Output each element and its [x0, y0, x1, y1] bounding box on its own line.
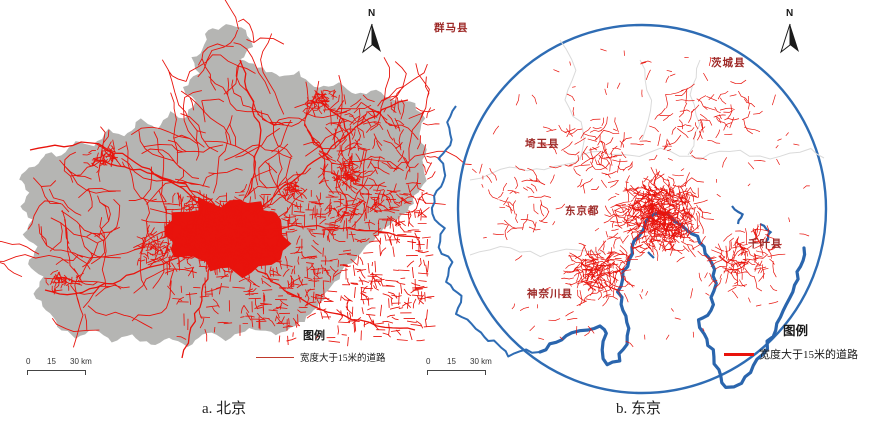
prefecture-label: 茨城县 [711, 57, 746, 69]
legend-title: 图例 [303, 330, 325, 342]
scalebar-beijing: 0 15 30 km [26, 357, 92, 379]
scalebar-tick-0: 0 [426, 357, 431, 366]
legend-item-label: 宽度大于15米的道路 [759, 349, 858, 361]
scalebar-tick-mid: 15 [447, 357, 456, 366]
legend-tokyo: 图例 宽度大于15米的道路 [724, 320, 858, 362]
prefecture-label: 群马县 [434, 22, 469, 34]
road-line-swatch [724, 352, 754, 356]
legend-beijing: 图例 宽度大于15米的道路 [256, 327, 386, 364]
north-label-beijing: N [368, 8, 376, 19]
scalebar-tick-mid: 15 [47, 357, 56, 366]
prefecture-label: 千叶县 [748, 238, 783, 250]
legend-item: 宽度大于15米的道路 [724, 346, 858, 362]
scalebar-tick-end: 30 km [70, 357, 92, 366]
prefecture-label: 东京都 [565, 205, 600, 217]
legend-title: 图例 [783, 324, 809, 338]
caption-beijing: a. 北京 [202, 401, 247, 417]
legend-item-label: 宽度大于15米的道路 [300, 354, 386, 364]
scalebar-bar [27, 370, 86, 375]
scalebar-tokyo: 0 15 30 km [426, 357, 492, 379]
prefecture-label: 神奈川县 [527, 288, 573, 300]
scalebar-tick-0: 0 [26, 357, 31, 366]
north-arrow-icon-beijing [362, 23, 381, 54]
prefecture-label: 埼玉县 [525, 138, 560, 150]
scalebar-tick-end: 30 km [470, 357, 492, 366]
scalebar-bar [427, 370, 486, 375]
road-line-swatch [256, 356, 294, 358]
caption-tokyo: b. 东京 [616, 401, 662, 417]
legend-item: 宽度大于15米的道路 [256, 350, 386, 364]
north-label-tokyo: N [786, 8, 794, 19]
north-arrow-icon-tokyo [780, 23, 799, 54]
